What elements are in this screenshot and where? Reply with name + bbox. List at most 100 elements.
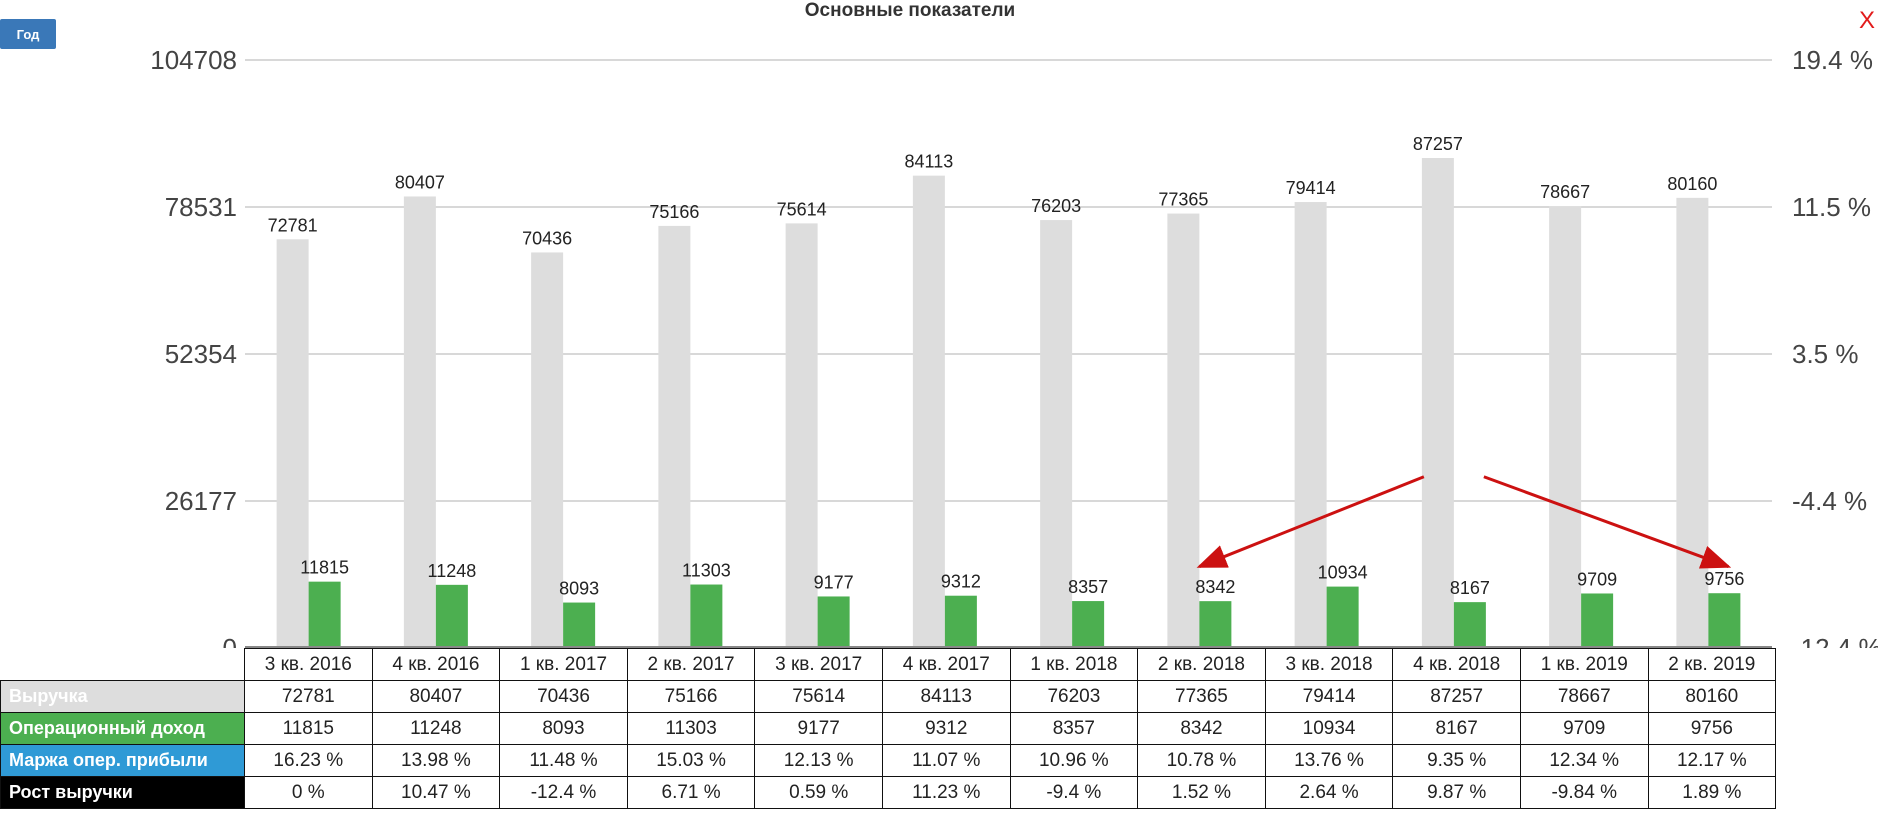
- table-value-cell: 8342: [1137, 712, 1266, 745]
- bar-value-label: 87257: [1413, 134, 1463, 154]
- table-value-cell: 2.64 %: [1264, 776, 1394, 809]
- close-icon[interactable]: X: [1858, 7, 1875, 34]
- bar-value-label: 70436: [522, 228, 572, 248]
- category-header-cell: 2 кв. 2017: [626, 648, 756, 681]
- table-value-cell: 10934: [1264, 712, 1394, 745]
- table-value-cell: 11815: [244, 712, 373, 745]
- bar-operating-income[interactable]: [563, 602, 596, 648]
- bar-operating-income[interactable]: [1326, 586, 1359, 648]
- row-label-cell: Маржа опер. прибыли: [0, 744, 245, 777]
- bar-revenue[interactable]: [1421, 157, 1454, 648]
- table-value-cell: 80160: [1647, 680, 1777, 713]
- row-label-cell: Операционный доход: [0, 712, 245, 745]
- table-value-cell: 10.96 %: [1009, 744, 1139, 777]
- bar-revenue[interactable]: [1167, 213, 1200, 648]
- category-header-cell: 1 кв. 2019: [1519, 648, 1649, 681]
- table-value-cell: 75614: [754, 680, 883, 713]
- y-right-tick-label: 11.5 %: [1792, 192, 1871, 222]
- table-value-cell: 12.17 %: [1647, 744, 1777, 777]
- category-header-cell: 3 кв. 2016: [244, 648, 373, 681]
- bar-value-label: 8357: [1068, 577, 1108, 597]
- bar-operating-income[interactable]: [1199, 601, 1232, 648]
- table-header-row: 3 кв. 2016 4 кв. 2016 1 кв. 2017 2 кв. 2017…: [1, 648, 1777, 681]
- bar-revenue[interactable]: [785, 223, 818, 648]
- table-value-cell: 10.78 %: [1137, 744, 1266, 777]
- table-value-cell: 8167: [1392, 712, 1521, 745]
- table-value-cell: 0 %: [244, 776, 373, 809]
- bar-revenue[interactable]: [1294, 202, 1327, 648]
- table-value-cell: -9.84 %: [1519, 776, 1649, 809]
- table-value-cell: -12.4 %: [499, 776, 628, 809]
- bar-revenue[interactable]: [1676, 197, 1709, 648]
- y-left-tick-label: 0: [223, 633, 237, 648]
- table-value-cell: 15.03 %: [626, 744, 756, 777]
- y-left-tick-label: 104708: [150, 45, 237, 75]
- bar-value-label: 75166: [649, 202, 699, 222]
- table-value-cell: 84113: [881, 680, 1011, 713]
- bar-value-label: 9312: [941, 572, 981, 592]
- y-left-tick-label: 78531: [165, 192, 237, 222]
- table-value-cell: 16.23 %: [244, 744, 373, 777]
- table-row: Выручка 72781 80407 70436 75166 75614 84113 762…: [0, 680, 1777, 713]
- bar-operating-income[interactable]: [1708, 593, 1741, 648]
- table-value-cell: 72781: [244, 680, 373, 713]
- category-header-cell: 3 кв. 2018: [1264, 648, 1394, 681]
- bar-revenue[interactable]: [912, 175, 945, 648]
- bar-value-label: 84113: [905, 152, 954, 172]
- table-value-cell: 11.07 %: [881, 744, 1011, 777]
- table-value-cell: 0.59 %: [754, 776, 883, 809]
- y-right-tick-label: 19.4 %: [1792, 45, 1873, 75]
- category-header-cell: 4 кв. 2017: [881, 648, 1011, 681]
- category-header-cell: 2 кв. 2019: [1647, 648, 1777, 681]
- bar-operating-income[interactable]: [1453, 602, 1486, 648]
- y-left-tick-label: 26177: [165, 486, 237, 516]
- bar-revenue[interactable]: [403, 196, 436, 648]
- table-value-cell: 9.87 %: [1392, 776, 1521, 809]
- table-value-cell: 11.48 %: [499, 744, 628, 777]
- bar-value-label: 10934: [1318, 563, 1368, 583]
- y-left-tick-label: 52354: [165, 339, 237, 369]
- bar-value-label: 9709: [1577, 569, 1617, 589]
- bar-operating-income[interactable]: [944, 595, 977, 648]
- table-value-cell: 79414: [1264, 680, 1394, 713]
- annotation-arrow: [1196, 475, 1425, 568]
- table-value-cell: 76203: [1009, 680, 1139, 713]
- bar-operating-income[interactable]: [690, 584, 723, 648]
- bar-value-label: 80160: [1667, 174, 1717, 194]
- bar-value-label: 11815: [300, 558, 349, 578]
- table-value-cell: 9.35 %: [1392, 744, 1521, 777]
- bar-operating-income[interactable]: [308, 581, 341, 648]
- bar-value-label: 8342: [1195, 577, 1235, 597]
- chart: 0 -12.4 % 26177 -4.4 % 52354 3.5 % 78531 11.5 %…: [150, 45, 1878, 648]
- bar-revenue[interactable]: [531, 252, 564, 648]
- bar-operating-income[interactable]: [817, 596, 850, 648]
- bar-revenue[interactable]: [658, 225, 691, 648]
- table-value-cell: 1.89 %: [1647, 776, 1777, 809]
- bar-value-label: 75614: [777, 199, 827, 219]
- bar-operating-income[interactable]: [1581, 593, 1614, 648]
- bar-operating-income[interactable]: [435, 584, 468, 648]
- table-value-cell: 11248: [371, 712, 501, 745]
- table-value-cell: 13.76 %: [1264, 744, 1394, 777]
- bar-revenue[interactable]: [276, 239, 309, 648]
- bar-operating-income[interactable]: [1072, 601, 1105, 648]
- year-period-button[interactable]: Год: [0, 19, 56, 49]
- row-label-cell: Выручка: [0, 680, 245, 713]
- row-label-cell: Рост выручки: [0, 776, 245, 809]
- chart-title: Основные показатели: [804, 0, 1016, 21]
- table-value-cell: 8357: [1009, 712, 1139, 745]
- y-right-tick-label: 3.5 %: [1792, 339, 1859, 369]
- table-row: Рост выручки 0 % 10.47 % -12.4 % 6.71 % 0.59 …: [0, 776, 1777, 809]
- bar-revenue[interactable]: [1549, 206, 1582, 648]
- table-corner-cell: [1, 649, 245, 681]
- bar-revenue[interactable]: [1040, 220, 1073, 648]
- bar-value-label: 8167: [1450, 578, 1490, 598]
- table-value-cell: 70436: [499, 680, 628, 713]
- category-header-cell: 4 кв. 2016: [371, 648, 501, 681]
- table-value-cell: 1.52 %: [1137, 776, 1266, 809]
- bar-value-label: 72781: [268, 215, 318, 235]
- bar-value-label: 80407: [395, 172, 445, 192]
- data-table: 3 кв. 2016 4 кв. 2016 1 кв. 2017 2 кв. 2017…: [0, 648, 1777, 809]
- bar-value-label: 11303: [682, 561, 731, 581]
- table-value-cell: 80407: [371, 680, 501, 713]
